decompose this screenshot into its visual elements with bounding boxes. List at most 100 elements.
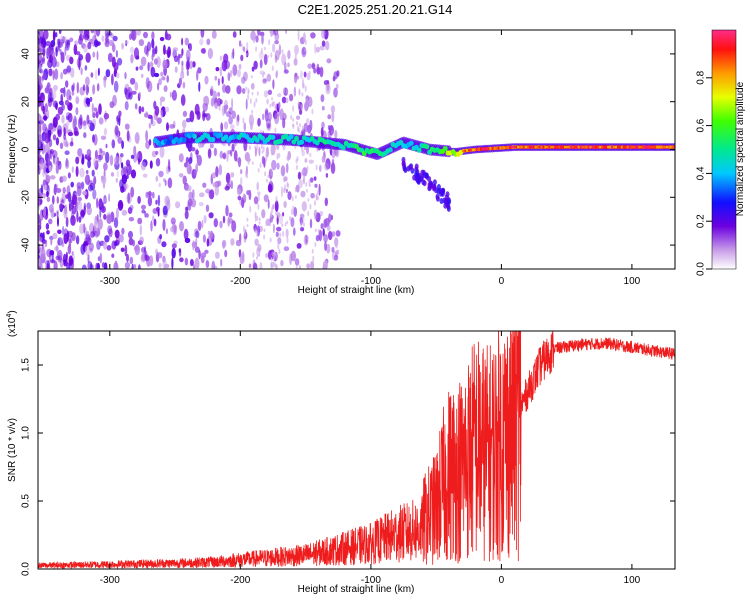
spectrogram-noise-blob <box>301 46 307 58</box>
spectrogram-noise-blob <box>184 257 189 266</box>
y-tick-label: 0.0 <box>21 562 32 576</box>
spectrogram-noise-blob <box>263 90 269 98</box>
spectrogram-noise-blob <box>162 218 166 231</box>
colorbar-ticks: 0.0 0.2 0.4 0.6 0.8 <box>696 70 712 276</box>
spectrogram-noise-blob <box>157 82 160 91</box>
spectrogram-noise-blob <box>103 241 107 250</box>
spectrogram-noise-blob <box>282 212 285 217</box>
spectrogram-noise-blob <box>251 33 254 38</box>
spectrogram-noise-blob <box>64 159 70 170</box>
spectrogram-noise-blob <box>258 217 261 222</box>
spectrogram-noise-blob <box>129 256 134 265</box>
spectrogram-noise-blob <box>115 50 118 58</box>
spectrogram-noise-blob <box>68 199 75 210</box>
spectrogram-noise-blob <box>58 100 64 106</box>
spectrogram-noise-blob <box>222 215 226 224</box>
spectrogram-noise-blob <box>139 65 144 71</box>
spectrogram-noise-blob <box>321 121 325 129</box>
spectrogram-noise-blob <box>239 260 242 264</box>
spectrogram-noise-blob <box>187 56 190 62</box>
spectrogram-noise-blob <box>325 173 329 178</box>
spectrogram-noise-blob <box>241 88 246 94</box>
x-tick-label: -200 <box>230 276 250 287</box>
spectrogram-noise-blob <box>315 234 320 242</box>
spectrogram-noise-blob <box>262 113 265 121</box>
spectrogram-noise-blob <box>214 251 220 259</box>
spectrogram-noise-blob <box>184 210 189 220</box>
spectrogram-noise-blob <box>103 112 110 120</box>
spectrogram-spur-blob <box>447 198 452 205</box>
spectrogram-spur-blob <box>435 193 440 200</box>
spectrogram-noise-blob <box>283 200 287 209</box>
spectrogram-noise-blob <box>43 206 47 219</box>
spectrogram-noise-blob <box>281 186 283 198</box>
spectrogram-ridge-core <box>166 140 171 146</box>
spectrogram-noise-blob <box>89 248 93 253</box>
spectrogram-noise-blob <box>166 122 169 132</box>
spectrogram-noise-blob <box>155 150 159 155</box>
spectrogram-noise-blob <box>232 64 238 76</box>
spectrogram-noise-blob <box>38 95 41 101</box>
spectrogram-noise-blob <box>62 253 67 265</box>
spectrogram-noise-blob <box>289 253 292 265</box>
spectrogram-ridge-core <box>260 135 265 141</box>
spectrogram-noise-blob <box>275 264 278 269</box>
spectrogram-noise-blob <box>178 54 183 59</box>
spectrogram-noise-blob <box>295 115 301 120</box>
spectrogram-noise-blob <box>306 189 308 193</box>
spectrogram-noise-blob <box>307 63 313 69</box>
spectrogram-noise-blob <box>124 101 129 111</box>
spectrogram-ridge-strip <box>564 145 566 149</box>
spectrogram-noise-blob <box>38 43 44 54</box>
spectrogram-noise-blob <box>75 156 80 165</box>
spectrogram-noise-blob <box>257 30 261 36</box>
spectrogram-noise-blob <box>324 197 328 207</box>
spectrogram-noise-blob <box>197 220 202 231</box>
spectrogram-noise-blob <box>292 118 295 122</box>
spectrogram-noise-blob <box>295 75 300 80</box>
spectrogram-noise-blob <box>93 134 98 146</box>
x-tick-label: 100 <box>624 575 641 586</box>
spectrogram-noise-blob <box>264 109 269 122</box>
spectrogram-noise-blob <box>246 190 251 196</box>
spectrogram-noise-blob <box>144 250 148 261</box>
snr-plot-area <box>38 331 675 569</box>
spectrogram-noise-blob <box>278 248 281 255</box>
spectrogram-noise-blob <box>309 203 312 210</box>
spectrogram-ridge-core <box>192 133 198 139</box>
spectrogram-noise-blob <box>61 97 63 109</box>
spectrogram-noise-blob <box>104 235 110 243</box>
spectrogram-noise-blob <box>321 30 326 39</box>
spectrogram-noise-blob <box>283 246 290 252</box>
spectrogram-noise-blob <box>65 141 69 147</box>
spectrogram-ridge-strip <box>556 145 559 149</box>
spectrogram-noise-blob <box>121 227 125 235</box>
spectrogram-noise-blob <box>305 157 307 163</box>
spectrogram-noise-blob <box>59 257 64 268</box>
spectrogram-spur-blob <box>427 181 432 188</box>
spectrogram-ridge-strip <box>616 145 619 149</box>
spectrogram-noise-blob <box>181 37 184 46</box>
spectrogram-noise-blob <box>82 190 87 196</box>
spectrogram-noise-blob <box>40 254 42 267</box>
spectrogram-noise-blob <box>50 40 56 48</box>
spectrogram-noise-blob <box>105 143 108 149</box>
spectrogram-noise-blob <box>112 35 118 42</box>
spectrogram-noise-blob <box>276 156 279 160</box>
spectrogram-noise-blob <box>50 237 53 246</box>
spectrogram-noise-blob <box>185 118 191 123</box>
spectrogram-noise-blob <box>244 231 247 237</box>
spectrogram-noise-blob <box>164 179 167 187</box>
spectrogram-noise-blob <box>100 148 103 154</box>
y-tick-label: -20 <box>21 190 32 205</box>
spectrogram-noise-blob <box>210 97 215 107</box>
spectrogram-noise-blob <box>302 82 305 89</box>
spectrogram-noise-blob <box>303 122 308 133</box>
spectrogram-noise-blob <box>53 260 58 269</box>
spectrogram-noise-blob <box>240 43 243 48</box>
spectrogram-noise-blob <box>40 184 44 195</box>
spectrogram-noise-blob <box>254 211 257 219</box>
spectrogram-noise-blob <box>151 191 155 199</box>
spectrogram-noise-blob <box>270 211 273 219</box>
spectrogram-noise-blob <box>275 30 278 35</box>
